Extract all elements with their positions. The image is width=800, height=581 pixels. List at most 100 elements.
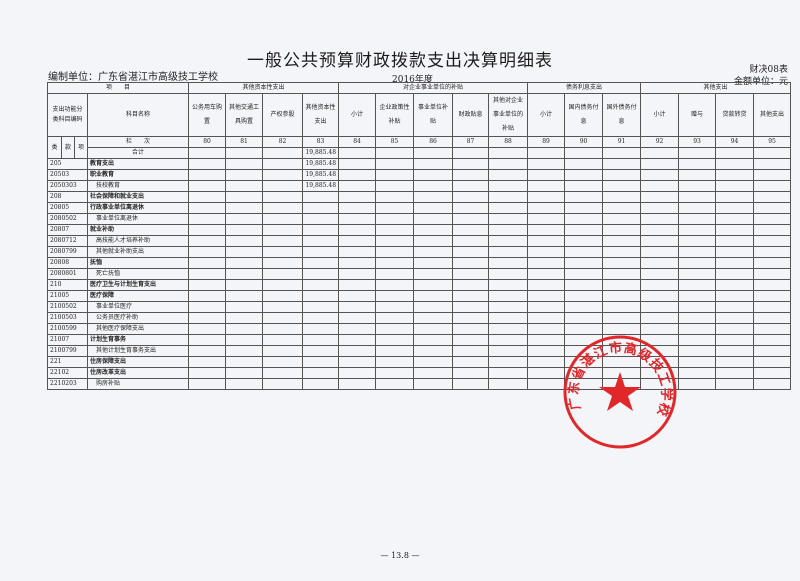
total-cell: [715, 147, 755, 159]
row-cell: [715, 268, 755, 280]
row-cell: [262, 301, 304, 313]
row-cell: [338, 290, 377, 302]
row-cell: [602, 279, 642, 291]
row-cell: [678, 224, 717, 236]
row-cell: [413, 290, 454, 302]
row-cell: [225, 312, 264, 324]
row-cell: [602, 290, 642, 302]
row-cell: [715, 312, 755, 324]
table-row: 2100503 公务员医疗补助: [47, 312, 792, 324]
row-cell: [564, 169, 604, 181]
total-cell: [262, 147, 304, 159]
row-cell: [527, 301, 566, 313]
row-cell: [375, 356, 415, 368]
total-cell: [602, 147, 642, 159]
row-cell: [715, 257, 755, 269]
row-cell: [678, 290, 717, 302]
row-cell: [375, 224, 415, 236]
total-cell: [452, 147, 490, 159]
row-cell: [188, 378, 227, 390]
row-cell: [527, 323, 566, 335]
row-cell: [375, 246, 415, 258]
row-cell: [527, 235, 566, 247]
row-cell: [413, 268, 454, 280]
row-cell: [715, 345, 755, 357]
row-name: 事业单位离退休: [86, 213, 190, 225]
row-cell: [452, 345, 490, 357]
code-header: 支出功能分类科目编码: [47, 93, 88, 137]
column-number: 83: [302, 136, 340, 148]
row-cell: [602, 169, 642, 181]
row-cell: [452, 323, 490, 335]
row-code: 208: [47, 191, 88, 203]
row-cell: [375, 235, 415, 247]
row-name: 其他医疗保障支出: [86, 323, 190, 335]
total-cell: [640, 147, 680, 159]
row-cell: [640, 279, 680, 291]
row-cell: [413, 169, 454, 181]
row-cell: [452, 268, 490, 280]
row-cell: [302, 367, 340, 379]
row-cell: [640, 268, 680, 280]
official-seal: 广东省湛江市高级技工学校: [563, 335, 677, 449]
row-cell: [413, 246, 454, 258]
row-cell: [375, 191, 415, 203]
row-cell: [338, 224, 377, 236]
row-cell: [302, 334, 340, 346]
total-cell: [678, 147, 717, 159]
column-number: 82: [262, 136, 304, 148]
row-cell: [262, 279, 304, 291]
row-cell: [338, 235, 377, 247]
row-name: 其他就业补助支出: [86, 246, 190, 258]
table-row: 2050303 技校教育 19,885.48: [47, 180, 792, 192]
row-cell: [375, 323, 415, 335]
row-cell: [678, 191, 717, 203]
fiscal-year: 2016年度: [392, 75, 433, 85]
row-cell: [413, 191, 454, 203]
row-cell: [564, 268, 604, 280]
row-cell: [564, 301, 604, 313]
row-cell: [302, 235, 340, 247]
row-cell: [375, 334, 415, 346]
row-cell: [488, 345, 529, 357]
expenditure-table: 项 目 其他资本性支出 对企业事业单位的补贴 债务利息支出 其他支出 支出功能分…: [46, 82, 792, 390]
row-cell: [302, 191, 340, 203]
page-number: — 13.8 —: [380, 551, 420, 560]
row-cell: [452, 158, 490, 170]
column-header: 国内债务付息: [564, 93, 604, 137]
row-cell: [753, 312, 792, 324]
row-cell: [527, 169, 566, 181]
row-cell: [452, 235, 490, 247]
row-cell: [527, 268, 566, 280]
row-cell: [452, 334, 490, 346]
row-cell: [262, 180, 304, 192]
column-number: 89: [527, 136, 566, 148]
row-code: 2080799: [47, 246, 88, 258]
row-cell: [188, 158, 227, 170]
row-cell: [302, 224, 340, 236]
row-code: 20805: [47, 202, 88, 214]
total-cell: [338, 147, 377, 159]
row-cell: [715, 378, 755, 390]
row-cell: [225, 279, 264, 291]
row-cell: [452, 290, 490, 302]
row-cell: [225, 169, 264, 181]
column-number: 93: [678, 136, 717, 148]
row-cell: [302, 268, 340, 280]
row-name: 事业单位医疗: [86, 301, 190, 313]
total-cell: [375, 147, 415, 159]
header-column-row: 支出功能分类科目编码 科目名称 公务用车购置 其他交通工具购置 产权参股 其他资本性支…: [47, 93, 792, 137]
row-cell: [640, 213, 680, 225]
row-cell: [640, 202, 680, 214]
row-code: 221: [47, 356, 88, 368]
row-cell: [188, 367, 227, 379]
row-cell: [640, 224, 680, 236]
row-cell: [753, 345, 792, 357]
row-cell: [488, 378, 529, 390]
row-cell: [225, 235, 264, 247]
lanci-label: 栏 次: [86, 136, 190, 148]
row-code: 205: [47, 158, 88, 170]
row-cell: [715, 191, 755, 203]
row-cell: [302, 279, 340, 291]
row-cell: [753, 301, 792, 313]
